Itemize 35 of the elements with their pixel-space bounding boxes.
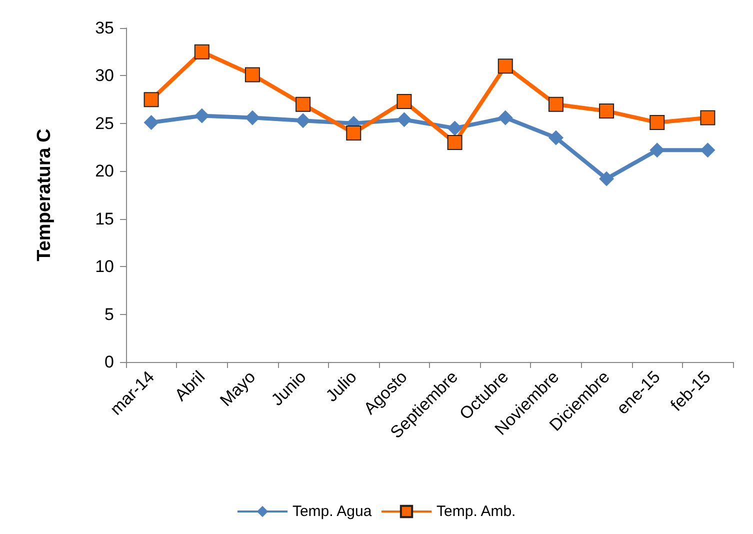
y-tick-label: 30	[95, 66, 114, 86]
point	[650, 114, 665, 130]
point	[700, 110, 716, 126]
point	[296, 96, 311, 112]
legend-label: Temp. Amb.	[436, 503, 516, 520]
point	[447, 135, 462, 150]
y-axis-title: Temperatura C	[34, 128, 55, 262]
point	[700, 142, 716, 158]
y-tick-label: 5	[104, 304, 114, 324]
point	[498, 58, 513, 74]
point	[194, 44, 210, 60]
point	[548, 96, 564, 112]
y-tick-label: 20	[95, 162, 114, 181]
point	[194, 108, 210, 124]
point	[548, 130, 564, 146]
y-tick-label: 15	[95, 209, 114, 228]
point	[244, 110, 260, 126]
y-tick-label: 25	[95, 114, 114, 133]
point	[144, 114, 159, 130]
point	[396, 112, 412, 128]
y-tick-label: 10	[95, 257, 114, 276]
point	[396, 94, 412, 109]
point	[599, 171, 614, 186]
point	[346, 125, 362, 140]
point	[144, 92, 159, 108]
y-tick-label: 35	[95, 18, 114, 38]
point	[599, 104, 614, 119]
y-tick-label: 0	[104, 352, 114, 372]
point	[296, 113, 311, 128]
x-tick-label: Julio	[322, 367, 360, 406]
point	[650, 142, 665, 158]
legend-label: Temp. Agua	[292, 503, 372, 520]
point	[447, 120, 462, 136]
point	[244, 67, 260, 82]
point	[498, 110, 513, 126]
